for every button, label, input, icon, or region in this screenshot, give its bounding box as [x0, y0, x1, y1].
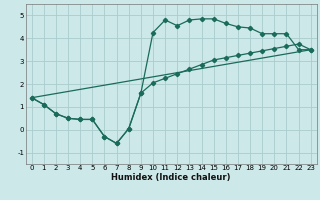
- X-axis label: Humidex (Indice chaleur): Humidex (Indice chaleur): [111, 173, 231, 182]
